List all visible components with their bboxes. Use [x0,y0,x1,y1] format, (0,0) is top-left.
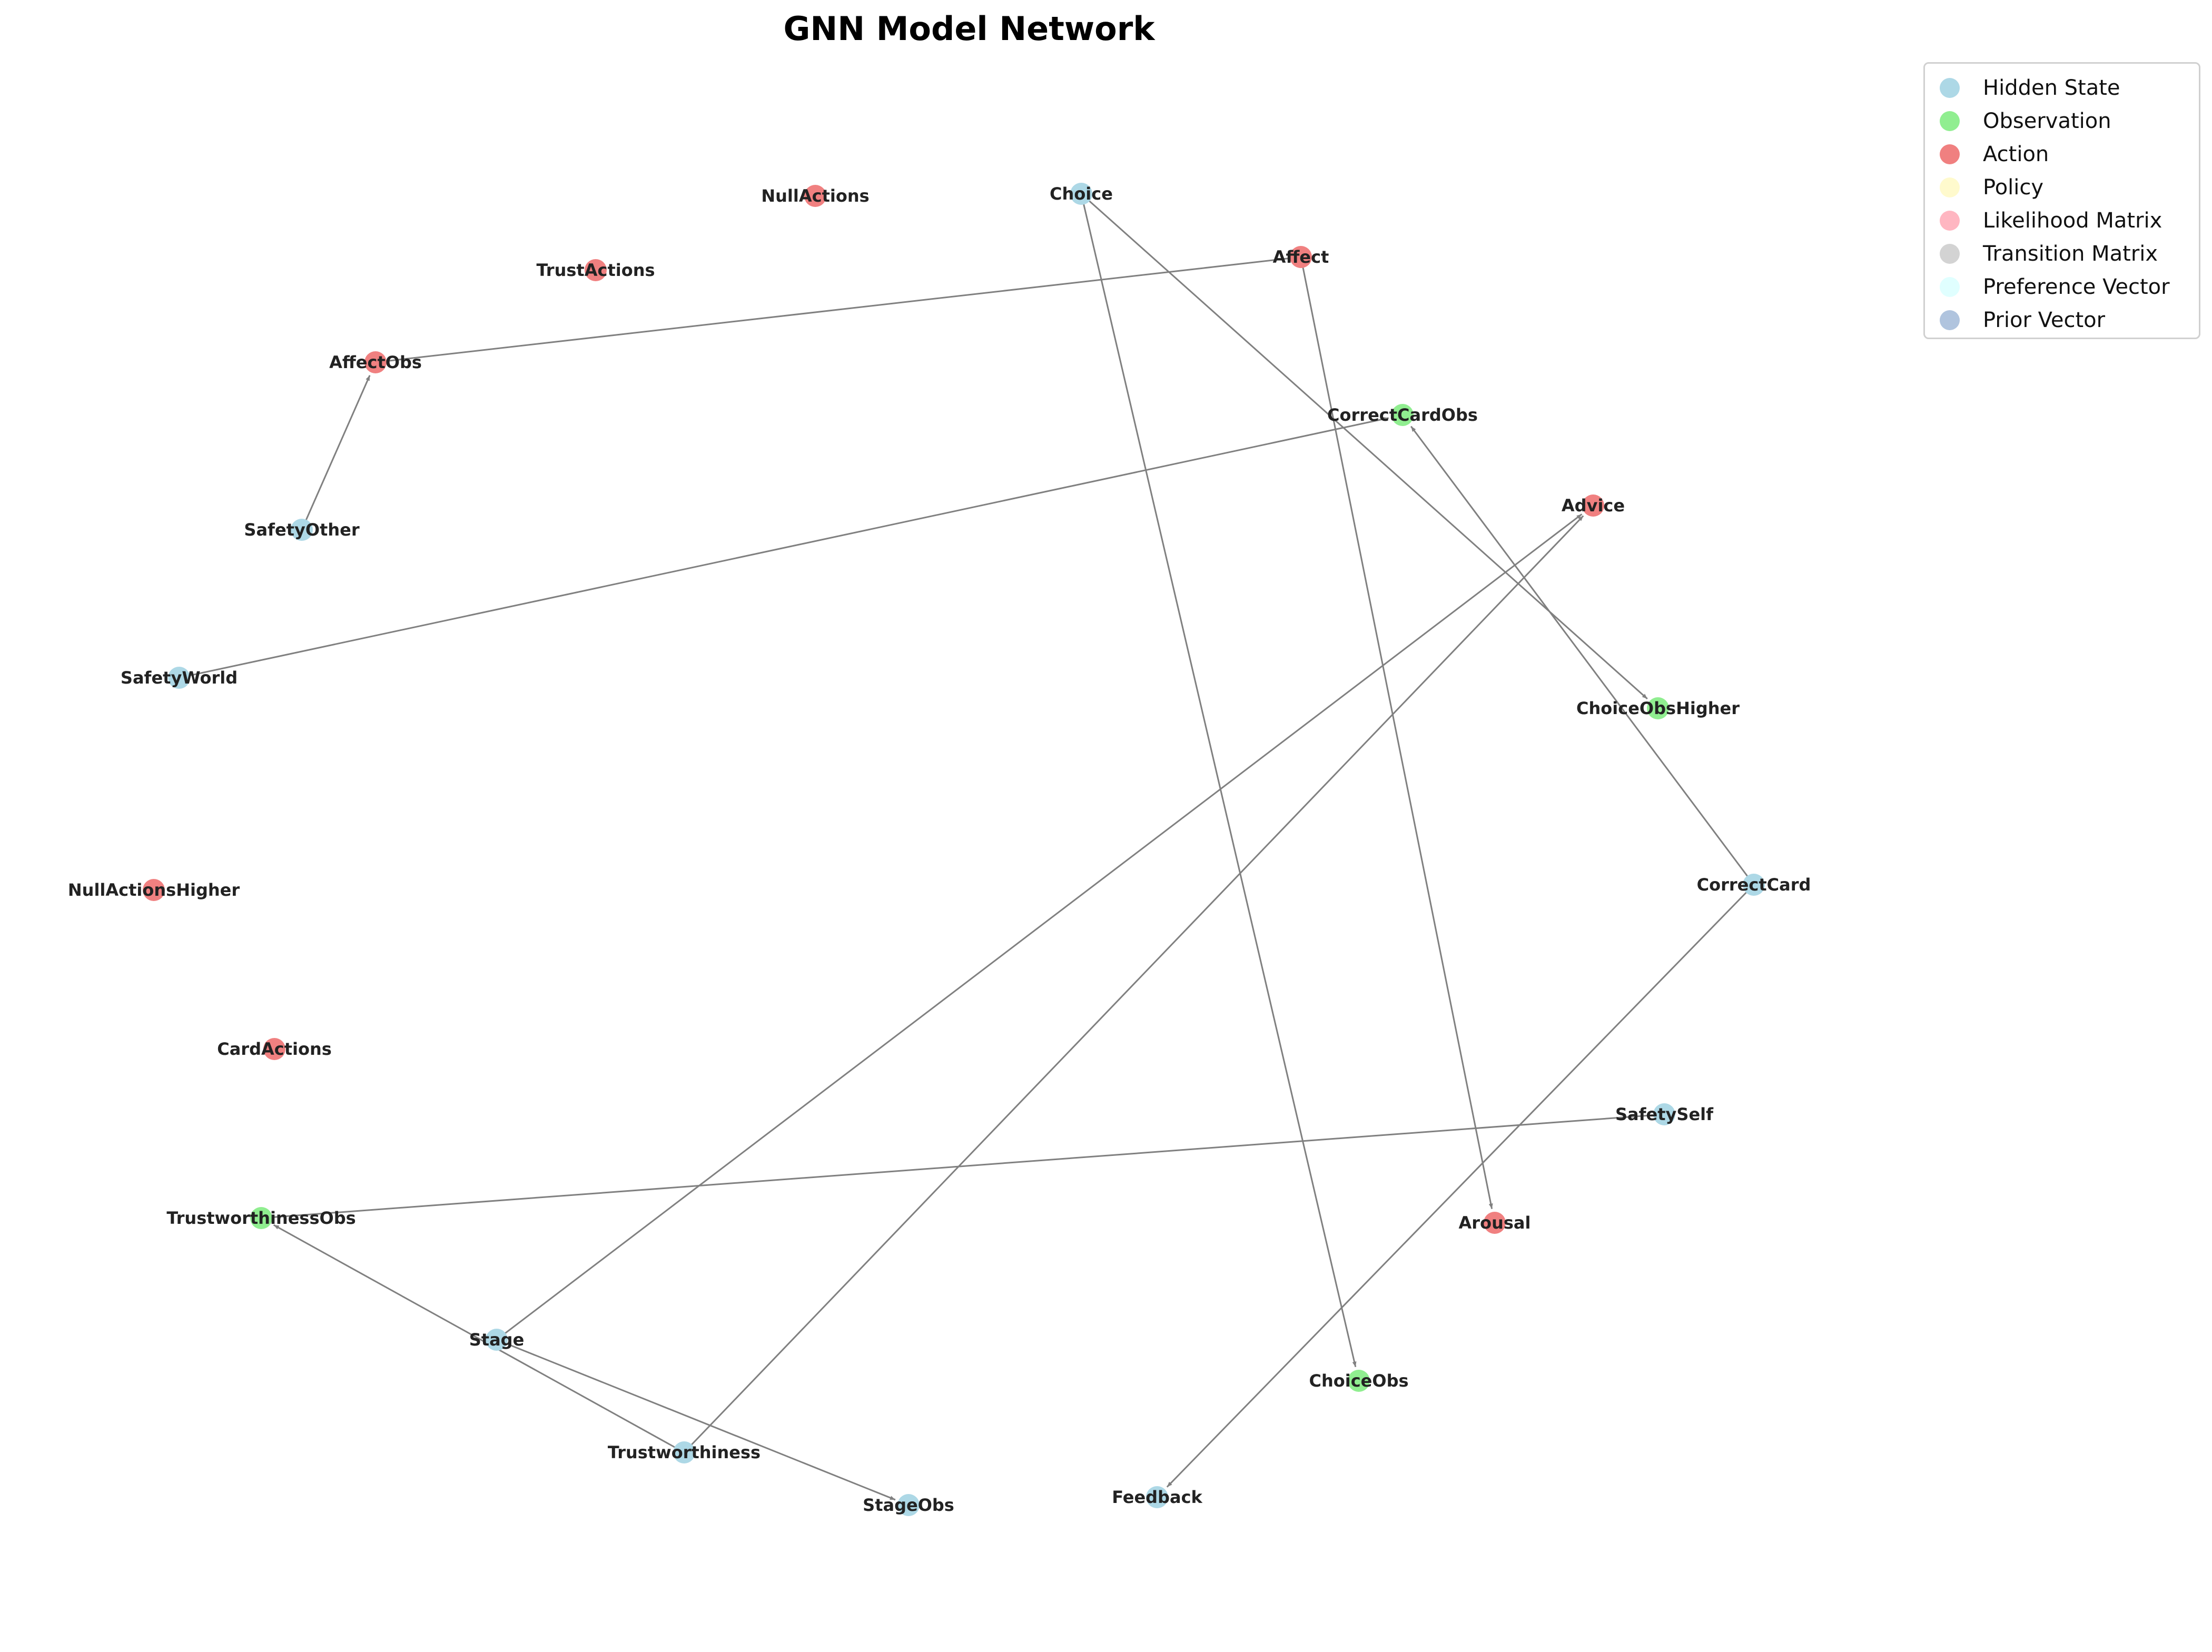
node-safety-world [168,667,190,689]
legend-label: Transition Matrix [1983,241,2158,266]
node-label-choice-obs: ChoiceObs [1309,1371,1408,1391]
node-safety-other [291,519,313,541]
legend: Hidden State Observation Action Policy L… [1923,62,2200,339]
node-label-card-actions: CardActions [217,1039,332,1059]
legend-item: Observation [1940,104,2189,137]
diagram-title: GNN Model Network [783,9,1155,48]
legend-item: Hidden State [1940,71,2189,104]
nodes-layer [143,183,1765,1516]
node-label-feedback: Feedback [1112,1487,1202,1507]
legend-marker [1940,310,1960,330]
node-label-affect: Affect [1273,247,1329,267]
node-label-stage: Stage [469,1330,525,1350]
node-label-trust-actions: TrustActions [536,260,655,280]
legend-marker [1940,210,1960,231]
node-affect-obs [364,351,387,373]
legend-item: Likelihood Matrix [1940,204,2189,237]
legend-marker [1940,111,1960,131]
edge-safety-self-to-trustworthiness-obs [261,1113,1665,1219]
legend-marker [1940,276,1960,297]
edge-affect-to-affect-obs [375,256,1301,363]
node-label-correct-card-obs: CorrectCardObs [1327,405,1478,425]
node-label-null-actions: NullActions [761,186,869,206]
legend-label: Hidden State [1983,75,2120,100]
node-label-choice-obs-higher: ChoiceObsHigher [1576,698,1740,718]
node-trustworthiness [673,1441,695,1463]
labels-layer: NullActions Choice TrustActions Affect Affec… [68,184,1811,1515]
legend-marker [1940,77,1960,98]
node-feedback [1146,1486,1168,1508]
legend-item: Policy [1940,171,2189,204]
edge-choice-to-choice-obs [1080,193,1357,1368]
legend-label: Likelihood Matrix [1983,208,2162,233]
node-label-trustworthiness-obs: TrustworthinessObs [166,1208,355,1228]
node-trust-actions [585,259,607,281]
node-correct-card-obs [1391,404,1414,426]
legend-item: Prior Vector [1940,303,2189,337]
node-arousal [1484,1212,1506,1234]
legend-marker [1940,177,1960,197]
edge-affect-to-arousal [1300,256,1493,1209]
node-label-null-actions-higher: NullActionsHigher [68,880,240,900]
node-choice-obs [1348,1370,1370,1392]
legend-label: Preference Vector [1983,274,2170,299]
node-label-safety-other: SafetyOther [244,520,359,540]
edge-safety-world-to-correct-card-obs [179,417,1389,679]
node-choice [1070,183,1092,205]
node-label-safety-self: SafetySelf [1615,1104,1714,1124]
edge-correct-card-to-feedback [1166,884,1755,1488]
edge-choice-to-choice-obs-higher [1081,193,1648,700]
node-stage [486,1329,508,1351]
legend-label: Observation [1983,108,2111,133]
legend-item: Transition Matrix [1940,237,2189,270]
node-label-advice: Advice [1562,496,1625,516]
node-label-affect-obs: AffectObs [329,352,422,372]
node-stage-obs [897,1494,920,1516]
legend-item: Action [1940,137,2189,171]
edges-layer [179,193,1755,1501]
legend-label: Prior Vector [1983,308,2106,332]
node-label-trustworthiness: Trustworthiness [608,1442,761,1462]
node-correct-card [1743,874,1765,896]
legend-item: Preference Vector [1940,270,2189,303]
legend-marker [1940,243,1960,264]
node-label-safety-world: SafetyWorld [121,668,238,688]
node-label-stage-obs: StageObs [863,1495,954,1515]
node-null-actions-higher [143,879,165,901]
legend-label: Policy [1983,175,2044,200]
legend-label: Action [1983,142,2049,166]
edge-trustworthiness-to-advice [683,515,1584,1453]
node-safety-self [1653,1103,1675,1125]
node-label-arousal: Arousal [1459,1213,1531,1233]
node-label-correct-card: CorrectCard [1697,875,1811,895]
node-trustworthiness-obs [250,1207,272,1229]
legend-marker [1940,144,1960,164]
node-label-choice: Choice [1050,184,1113,204]
edge-trustworthiness-to-trustworthiness-obs [273,1224,685,1453]
edge-stage-to-stage-obs [496,1339,896,1501]
edge-safety-other-to-affect-obs [301,375,371,530]
node-affect [1290,246,1312,268]
node-card-actions [263,1038,285,1060]
node-null-actions [804,185,826,207]
node-advice [1582,494,1604,517]
node-choice-obs-higher [1647,697,1669,719]
edge-correct-card-to-correct-card-obs [1410,426,1755,885]
edge-stage-to-advice [496,513,1583,1341]
